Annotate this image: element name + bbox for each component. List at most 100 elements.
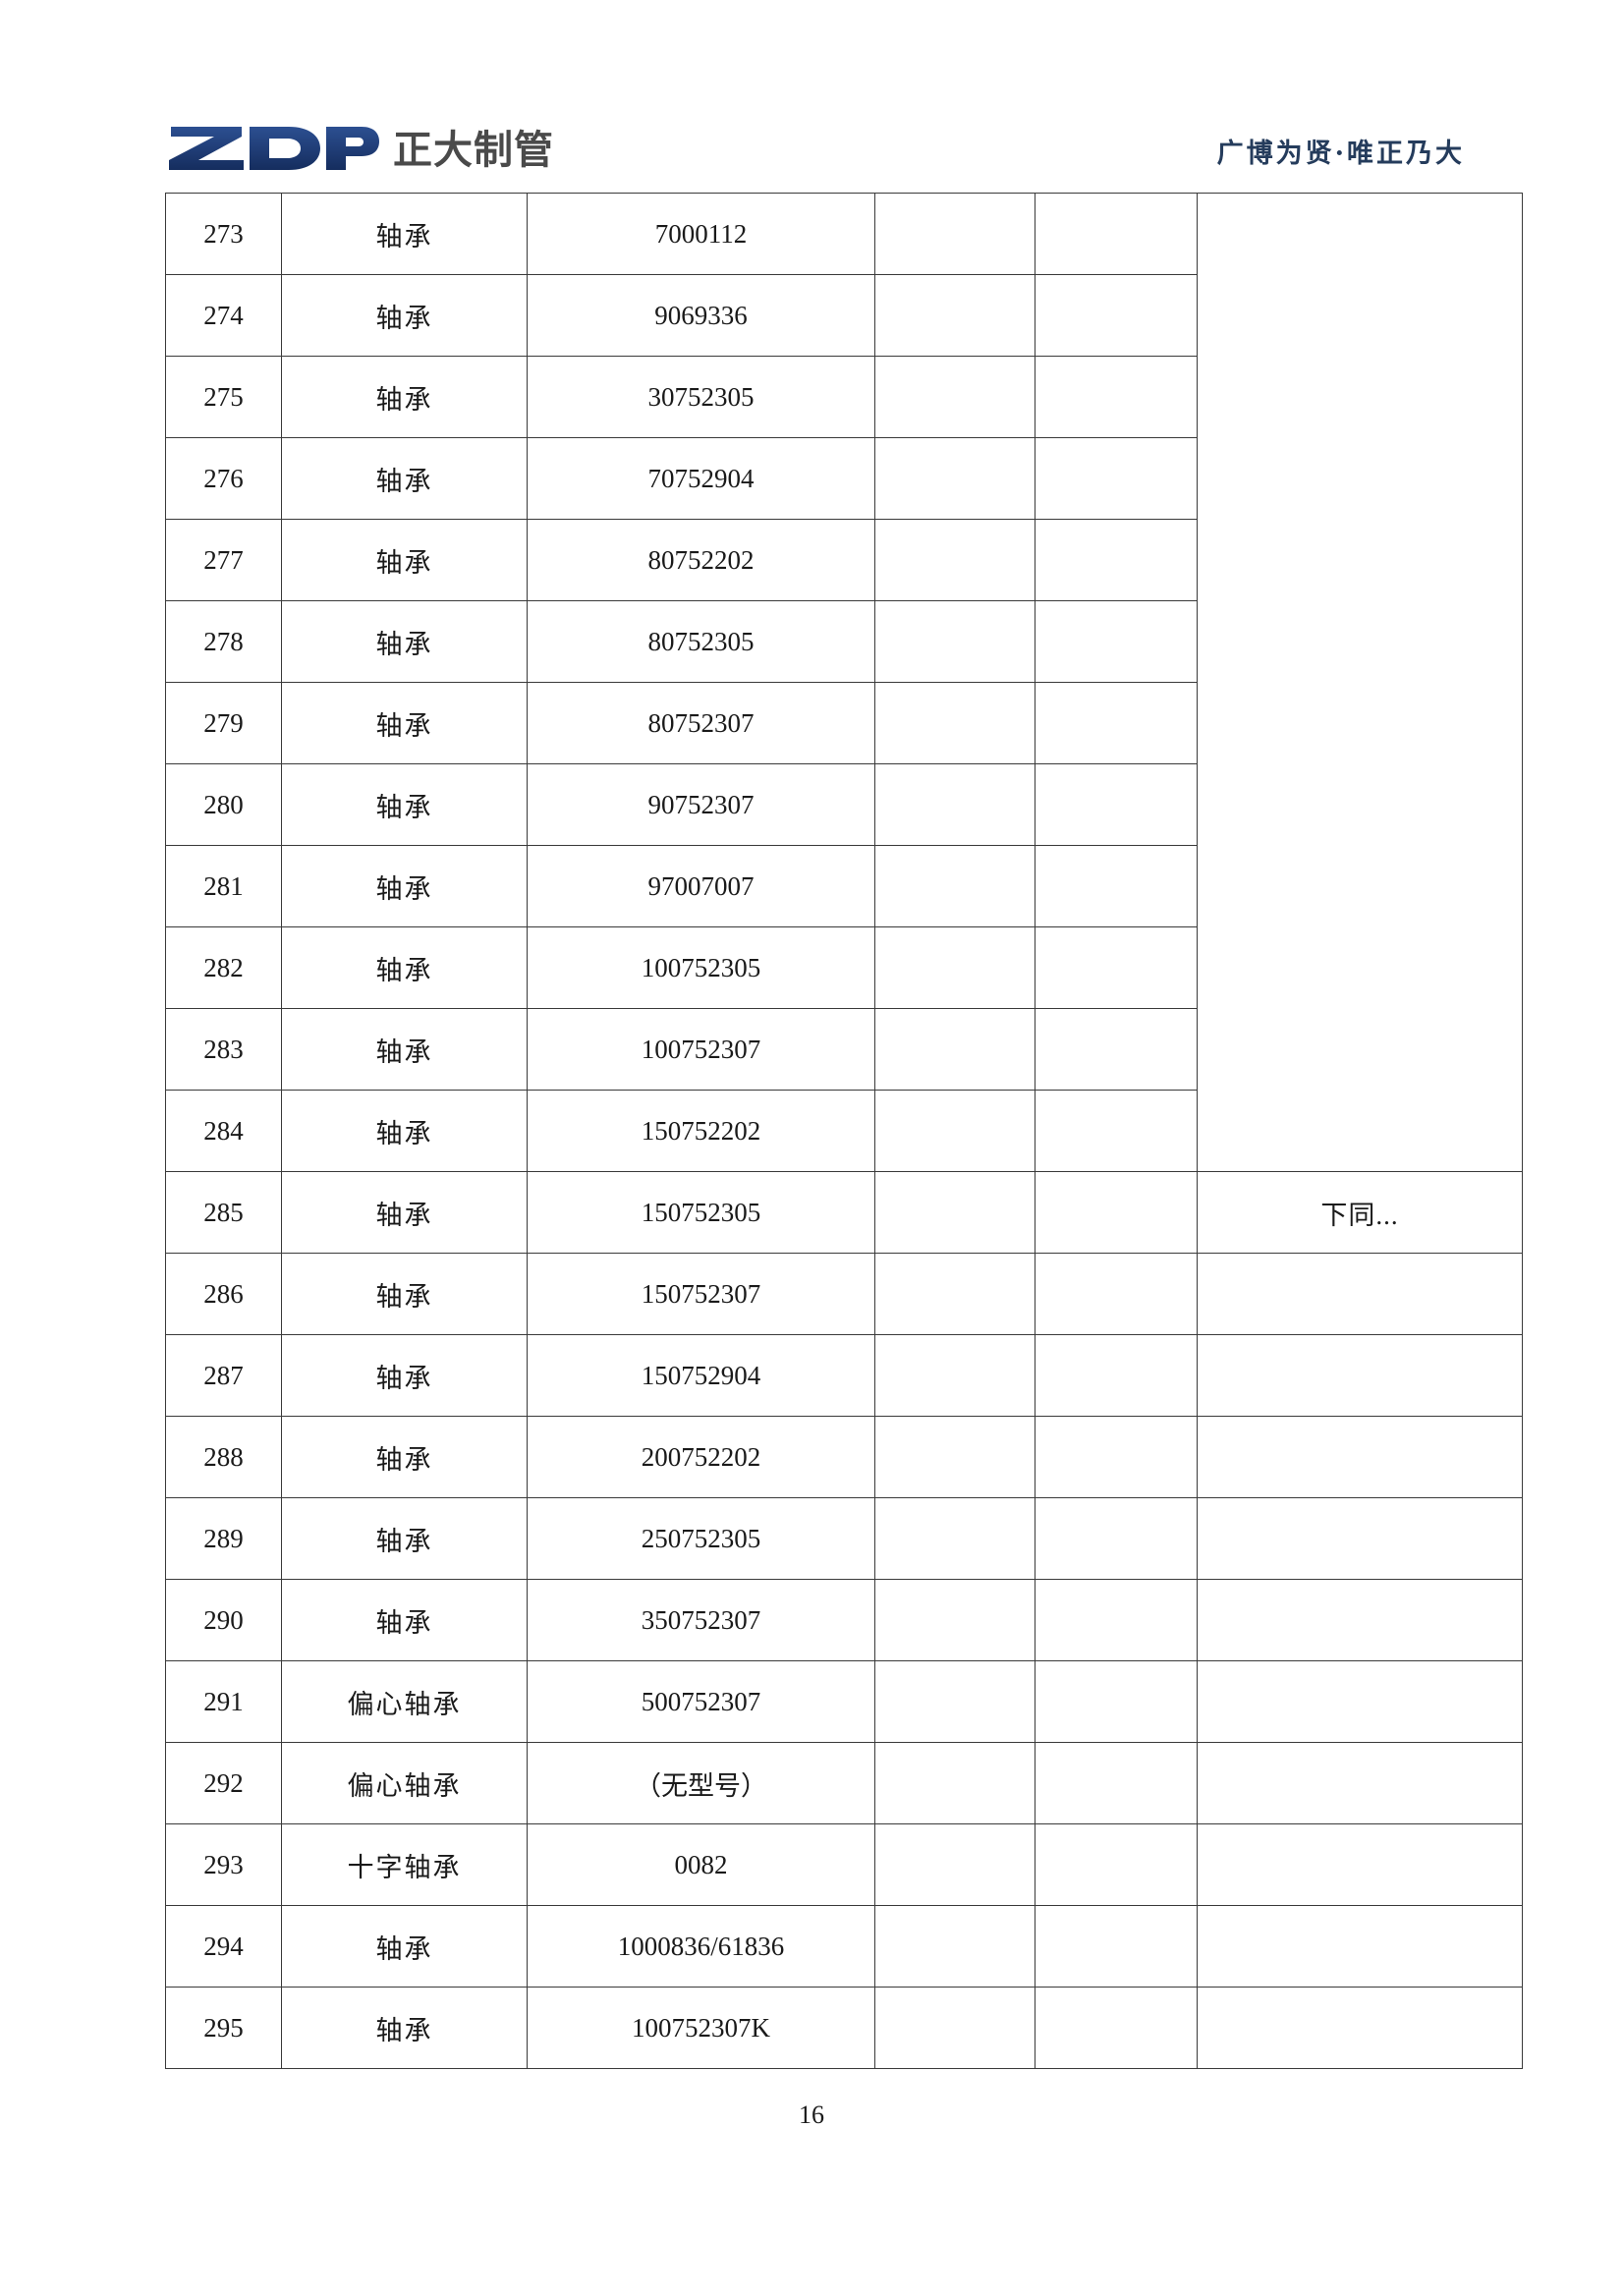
cell-remark [1197, 1987, 1523, 2069]
cell-column-4 [874, 1334, 1035, 1417]
cell-part-model: 9069336 [527, 274, 875, 357]
cell-column-5 [1035, 1008, 1198, 1091]
cell-part-name: 偏心轴承 [281, 1660, 528, 1743]
cell-part-name: 十字轴承 [281, 1823, 528, 1906]
cell-column-4 [874, 600, 1035, 683]
cell-part-name: 轴承 [281, 763, 528, 846]
cell-column-5 [1035, 519, 1198, 601]
table-row: 286 轴承 150752307 [165, 1253, 1523, 1335]
cell-column-4 [874, 926, 1035, 1009]
cell-index: 275 [165, 356, 282, 438]
cell-index: 282 [165, 926, 282, 1009]
cell-part-model: 1000836/61836 [527, 1905, 875, 1988]
cell-part-model: 97007007 [527, 845, 875, 927]
cell-part-name: 轴承 [281, 1905, 528, 1988]
cell-part-model: 150752305 [527, 1171, 875, 1254]
cell-column-4 [874, 1987, 1035, 2069]
cell-part-name: 轴承 [281, 600, 528, 683]
cell-column-5 [1035, 763, 1198, 846]
cell-column-5 [1035, 1823, 1198, 1906]
cell-column-4 [874, 519, 1035, 601]
cell-column-5 [1035, 600, 1198, 683]
cell-part-name: 轴承 [281, 926, 528, 1009]
cell-column-4 [874, 1171, 1035, 1254]
cell-part-name: 偏心轴承 [281, 1742, 528, 1824]
cell-remark: 下同... [1197, 1171, 1523, 1254]
cell-column-5 [1035, 926, 1198, 1009]
cell-part-model: 150752202 [527, 1090, 875, 1172]
cell-part-model: 80752307 [527, 682, 875, 764]
cell-column-5 [1035, 356, 1198, 438]
parts-table: 273 轴承 7000112 274 轴承 9069336 275 轴承 30752305 276… [165, 193, 1523, 2069]
cell-column-4 [874, 1416, 1035, 1498]
table-row: 283 轴承 100752307 [165, 1008, 1523, 1091]
cell-column-4 [874, 763, 1035, 846]
cell-index: 287 [165, 1334, 282, 1417]
cell-part-name: 轴承 [281, 1334, 528, 1417]
cell-remark [1197, 1579, 1523, 1661]
table-row: 288 轴承 200752202 [165, 1416, 1523, 1498]
cell-part-model: 80752305 [527, 600, 875, 683]
cell-part-model: 70752904 [527, 437, 875, 520]
cell-part-name: 轴承 [281, 437, 528, 520]
cell-column-4 [874, 1823, 1035, 1906]
cell-part-name: 轴承 [281, 356, 528, 438]
cell-part-name: 轴承 [281, 1171, 528, 1254]
parts-table-body: 273 轴承 7000112 274 轴承 9069336 275 轴承 30752305 276… [165, 193, 1523, 2069]
cell-index: 284 [165, 1090, 282, 1172]
cell-part-model: 0082 [527, 1823, 875, 1906]
cell-column-5 [1035, 1660, 1198, 1743]
cell-part-model: 30752305 [527, 356, 875, 438]
table-row: 280 轴承 90752307 [165, 763, 1523, 846]
table-row: 282 轴承 100752305 [165, 926, 1523, 1009]
table-row: 293 十字轴承 0082 [165, 1823, 1523, 1906]
table-row: 290 轴承 350752307 [165, 1579, 1523, 1661]
page-number: 16 [799, 2100, 824, 2129]
cell-column-4 [874, 1497, 1035, 1580]
cell-index: 273 [165, 193, 282, 275]
cell-part-model: 200752202 [527, 1416, 875, 1498]
cell-index: 280 [165, 763, 282, 846]
cell-column-4 [874, 1742, 1035, 1824]
cell-index: 281 [165, 845, 282, 927]
cell-part-model: 100752307 [527, 1008, 875, 1091]
cell-column-4 [874, 437, 1035, 520]
cell-column-4 [874, 1660, 1035, 1743]
cell-index: 288 [165, 1416, 282, 1498]
cell-part-name: 轴承 [281, 1987, 528, 2069]
cell-column-4 [874, 682, 1035, 764]
cell-index: 285 [165, 1171, 282, 1254]
cell-index: 291 [165, 1660, 282, 1743]
table-row: 291 偏心轴承 500752307 [165, 1660, 1523, 1743]
cell-part-model: 500752307 [527, 1660, 875, 1743]
cell-index: 277 [165, 519, 282, 601]
cell-column-4 [874, 1090, 1035, 1172]
cell-column-4 [874, 274, 1035, 357]
cell-column-4 [874, 1253, 1035, 1335]
cell-index: 283 [165, 1008, 282, 1091]
table-row: 273 轴承 7000112 [165, 193, 1523, 1172]
cell-part-model: （无型号） [527, 1742, 875, 1824]
cell-part-name: 轴承 [281, 519, 528, 601]
cell-part-name: 轴承 [281, 274, 528, 357]
cell-column-4 [874, 1905, 1035, 1988]
cell-column-5 [1035, 1171, 1198, 1254]
cell-part-model: 150752904 [527, 1334, 875, 1417]
table-row: 276 轴承 70752904 [165, 437, 1523, 520]
cell-column-4 [874, 1008, 1035, 1091]
table-row: 285 轴承 150752305 下同... [165, 1171, 1523, 1254]
cell-column-5 [1035, 274, 1198, 357]
cell-column-5 [1035, 1579, 1198, 1661]
cell-index: 289 [165, 1497, 282, 1580]
cell-part-name: 轴承 [281, 1497, 528, 1580]
cell-index: 293 [165, 1823, 282, 1906]
table-row: 292 偏心轴承 （无型号） [165, 1742, 1523, 1824]
table-row: 295 轴承 100752307K [165, 1987, 1523, 2069]
cell-column-4 [874, 193, 1035, 275]
cell-remark [1197, 1660, 1523, 1743]
zdp-logo-icon [165, 123, 379, 179]
table-row: 294 轴承 1000836/61836 [165, 1905, 1523, 1988]
cell-part-name: 轴承 [281, 1090, 528, 1172]
cell-part-name: 轴承 [281, 193, 528, 275]
cell-index: 279 [165, 682, 282, 764]
